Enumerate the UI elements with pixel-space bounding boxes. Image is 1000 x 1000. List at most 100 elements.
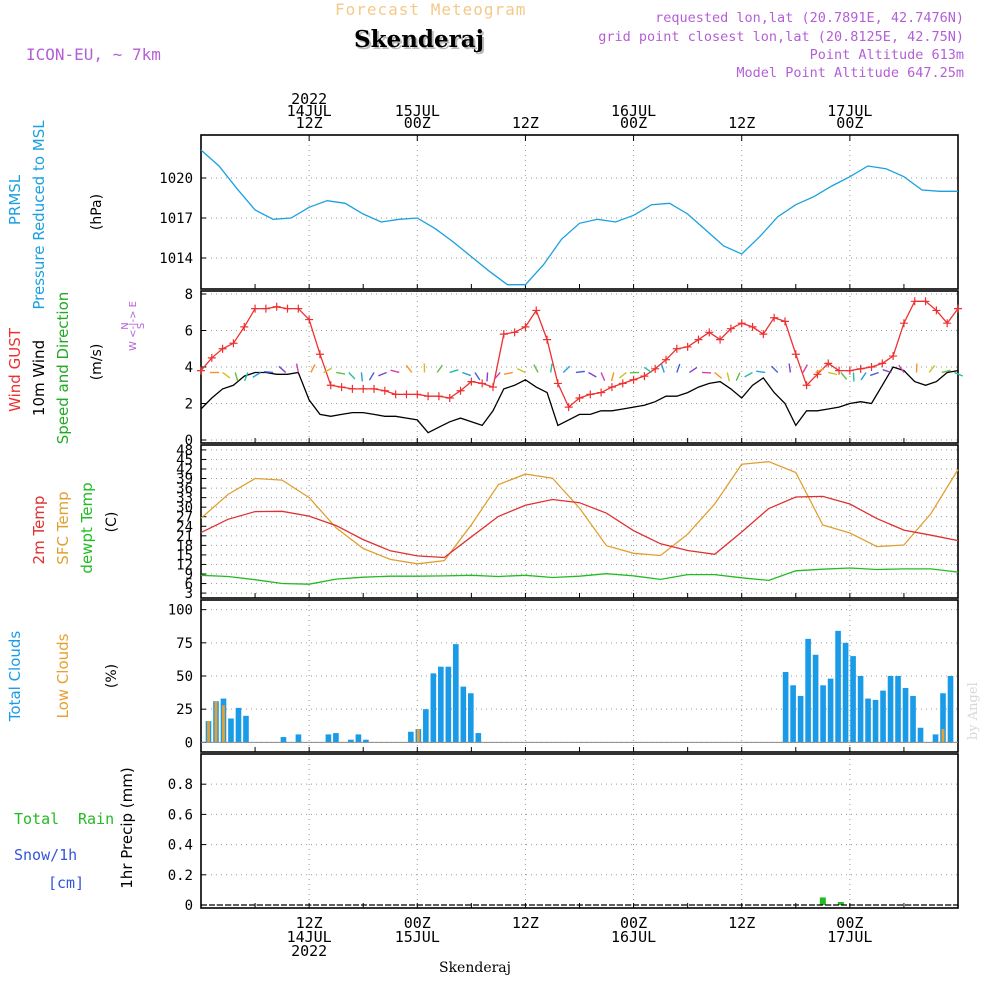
gust-marker bbox=[943, 319, 952, 328]
dewpt-line bbox=[200, 567, 959, 585]
gust-marker bbox=[672, 344, 681, 353]
bottom-time-label: 00Z bbox=[404, 914, 431, 932]
snow-unit-label: [cm] bbox=[48, 874, 84, 892]
compass-label: N bbox=[120, 322, 131, 329]
y-tick-label: 39 bbox=[176, 472, 193, 488]
y-tick-label: 4 bbox=[185, 360, 193, 376]
total-cloud-bar bbox=[910, 695, 916, 743]
gust-marker bbox=[683, 342, 692, 351]
wind-arrow bbox=[802, 364, 808, 373]
total-cloud-bar bbox=[887, 676, 894, 743]
wind-arrow bbox=[660, 363, 665, 373]
clouds-unit-label: (%) bbox=[104, 664, 120, 688]
gust-marker bbox=[283, 304, 292, 313]
total-cloud-bar bbox=[408, 731, 414, 743]
wind-arrow bbox=[815, 368, 825, 374]
wind-arrow bbox=[928, 365, 936, 373]
rain-bar bbox=[819, 897, 826, 905]
total-cloud-bar bbox=[468, 693, 474, 743]
gust-marker bbox=[845, 366, 854, 375]
gust-marker bbox=[478, 379, 487, 388]
gust-marker bbox=[402, 390, 411, 399]
y-tick-label: 8 bbox=[185, 287, 193, 303]
y-tick-label: 1017 bbox=[159, 211, 193, 227]
gust-marker bbox=[856, 364, 865, 373]
sfc-temp-line bbox=[200, 461, 959, 565]
panel-frame bbox=[200, 444, 959, 599]
gust-marker bbox=[456, 386, 465, 395]
bottom-time-label: 00Z bbox=[620, 914, 647, 932]
gust-marker bbox=[835, 366, 844, 375]
low-cloud-bar bbox=[416, 729, 420, 743]
panel-temperature bbox=[200, 444, 959, 599]
snow-label: Snow/1h bbox=[14, 846, 77, 864]
gust-marker bbox=[921, 297, 930, 306]
temp-unit-label: (C) bbox=[104, 512, 120, 533]
wind-arrow bbox=[726, 372, 731, 382]
wind-arrow bbox=[860, 372, 867, 381]
total-cloud-bar bbox=[235, 707, 242, 743]
gust-marker bbox=[629, 375, 638, 384]
temp-2m-label: 2m Temp bbox=[30, 496, 48, 565]
total-cloud-bar bbox=[438, 666, 444, 743]
total-cloud-bar bbox=[280, 737, 287, 743]
total-cloud-bar bbox=[423, 709, 429, 743]
wind-arrow bbox=[295, 363, 300, 373]
wind-arrow bbox=[618, 371, 627, 379]
total-cloud-bar bbox=[917, 727, 924, 743]
low-cloud-bar bbox=[207, 721, 210, 743]
gust-marker bbox=[543, 335, 552, 344]
wind-arrow bbox=[486, 372, 489, 382]
top-time-label: 00Z bbox=[620, 114, 647, 132]
wind-arrow bbox=[954, 371, 963, 377]
y-tick-label: 12 bbox=[176, 557, 193, 573]
gust-marker bbox=[305, 315, 314, 324]
y-tick-label: 0.6 bbox=[168, 807, 193, 823]
y-tick-label: 0.4 bbox=[168, 838, 193, 854]
wind-arrow bbox=[714, 371, 723, 379]
wind-arrow bbox=[828, 371, 838, 376]
wind-arrow bbox=[643, 366, 652, 374]
low-cloud-bar bbox=[941, 729, 945, 743]
wind-arrow bbox=[600, 372, 606, 382]
total-cloud-bar bbox=[865, 698, 871, 743]
total-cloud-bar bbox=[812, 654, 819, 743]
total-cloud-bar bbox=[932, 734, 939, 743]
wind-arrow bbox=[243, 372, 249, 382]
y-tick-label: 1014 bbox=[159, 251, 193, 267]
wind-arrow bbox=[941, 369, 951, 374]
pressure-line bbox=[200, 149, 958, 286]
bottom-time-label: 15JUL bbox=[395, 928, 440, 946]
total-cloud-bar bbox=[295, 734, 302, 743]
total-label: Total bbox=[14, 810, 59, 828]
gust-marker bbox=[294, 304, 303, 313]
panel-pressure bbox=[200, 134, 959, 290]
gust-marker bbox=[824, 359, 833, 368]
total-cloud-bar bbox=[453, 644, 459, 743]
bottom-time-label: 2022 bbox=[291, 942, 327, 960]
total-cloud-bar bbox=[430, 673, 437, 743]
wind-speed-line bbox=[200, 366, 959, 434]
gust-marker bbox=[694, 335, 703, 344]
y-tick-label: 45 bbox=[176, 452, 193, 468]
total-cloud-bar bbox=[820, 685, 826, 743]
wind-arrow bbox=[735, 372, 741, 381]
total-cloud-bar bbox=[228, 718, 234, 743]
total-cloud-bar bbox=[880, 690, 886, 743]
y-tick-label: 0 bbox=[185, 735, 193, 751]
wind-arrow bbox=[405, 364, 413, 373]
wind-arrow bbox=[222, 371, 231, 379]
y-tick-label: 6 bbox=[185, 577, 193, 593]
gust-marker bbox=[359, 384, 368, 393]
total-cloud-bar bbox=[902, 687, 909, 743]
gust-marker bbox=[802, 381, 811, 390]
y-tick-label: 0.8 bbox=[168, 777, 193, 793]
gust-marker bbox=[348, 384, 357, 393]
wind-gust-line bbox=[200, 300, 959, 409]
y-tick-label: 75 bbox=[176, 636, 193, 652]
pressure-unit-label: (hPa) bbox=[89, 194, 105, 230]
gust-marker bbox=[261, 304, 270, 313]
wind-arrow bbox=[336, 371, 346, 375]
temp-2m-line bbox=[200, 495, 959, 559]
wind-gust-label: Wind GUST bbox=[6, 327, 24, 412]
